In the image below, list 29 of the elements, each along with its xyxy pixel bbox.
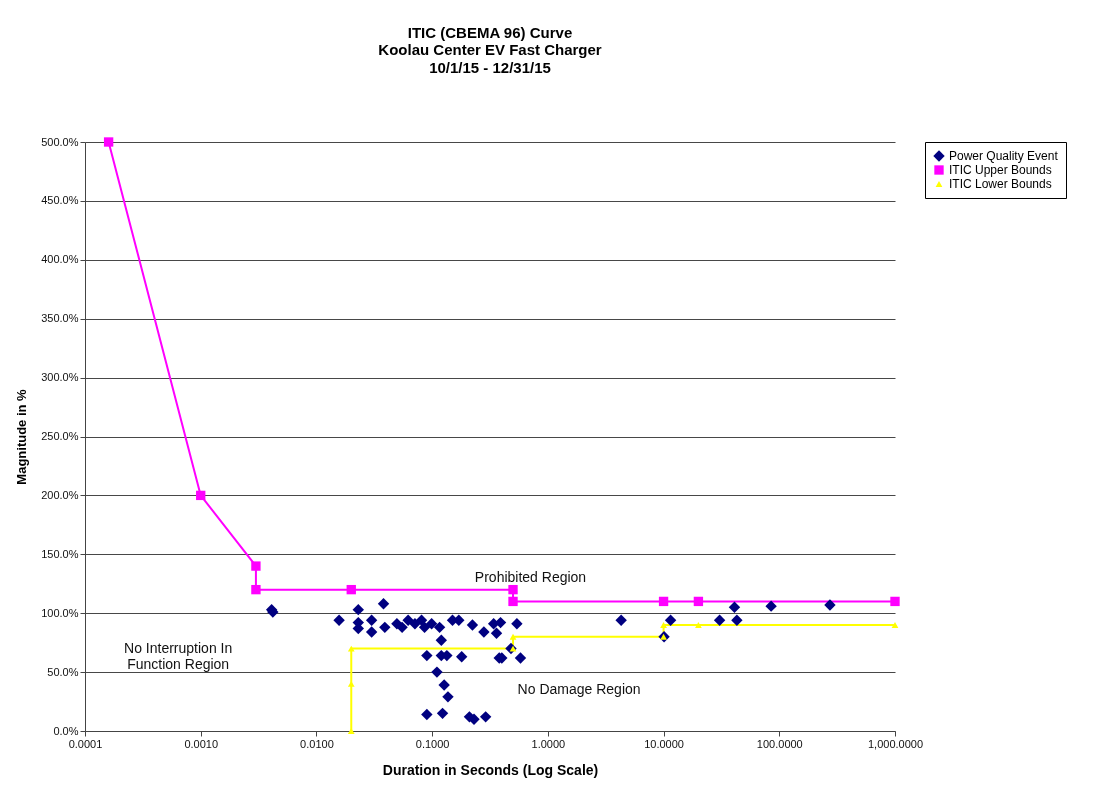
x-tick-label: 0.0010: [184, 737, 219, 750]
x-axis-title: Duration in Seconds (Log Scale): [382, 761, 599, 778]
y-tick-label: 250.0%: [41, 430, 79, 442]
y-tick-label: 500.0%: [41, 135, 79, 148]
y-tick-label: 150.0%: [41, 547, 79, 560]
legend-label: ITIC Lower Bounds: [949, 177, 1052, 191]
y-tick-label: 450.0%: [41, 194, 79, 207]
x-tick-label: 0.0100: [300, 737, 334, 750]
x-tick-label: 0.1000: [415, 737, 450, 750]
x-tick-label: 10.0000: [644, 737, 684, 750]
y-tick-label: 100.0%: [41, 606, 79, 619]
legend-label: ITIC Upper Bounds: [949, 163, 1052, 177]
y-tick-label: 350.0%: [41, 312, 79, 325]
y-tick-label: 0.0%: [53, 724, 79, 737]
x-tick-label: 1.0000: [531, 737, 566, 750]
x-tick-label: 0.0001: [68, 737, 103, 750]
x-tick-label: 1,000.0000: [867, 737, 924, 750]
y-axis-title: Magnitude in %: [14, 388, 30, 485]
y-tick-label: 400.0%: [41, 253, 79, 266]
annotation: No Damage Region: [517, 680, 641, 697]
y-tick-label: 200.0%: [41, 488, 79, 501]
annotation: No Interruption In Function Region: [124, 639, 233, 672]
chart-title: ITIC (CBEMA 96) Curve: [407, 24, 573, 41]
annotation: Prohibited Region: [474, 568, 587, 585]
chart-subtitle: Koolau Center EV Fast Charger 10/1/15 - 12/31/15: [378, 41, 602, 76]
y-tick-label: 300.0%: [41, 371, 79, 384]
y-tick-label: 50.0%: [47, 665, 79, 678]
x-tick-label: 100.0000: [756, 737, 803, 750]
legend-label: Power Quality Event: [949, 149, 1059, 163]
